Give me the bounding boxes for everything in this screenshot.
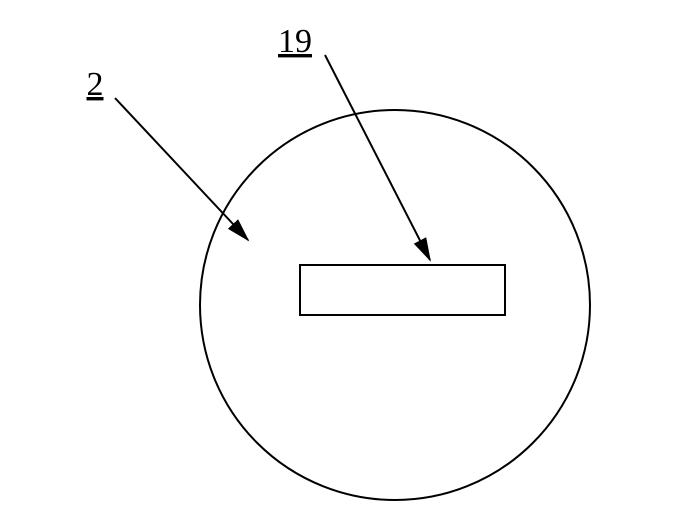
leader-line-19 <box>325 55 430 260</box>
diagram-svg: 2 19 <box>0 0 675 525</box>
callout-label-19: 19 <box>278 23 312 60</box>
slot-rectangle <box>300 265 505 315</box>
callout-label-2: 2 <box>87 66 104 103</box>
leader-line-2 <box>115 98 248 240</box>
main-circle <box>200 110 590 500</box>
